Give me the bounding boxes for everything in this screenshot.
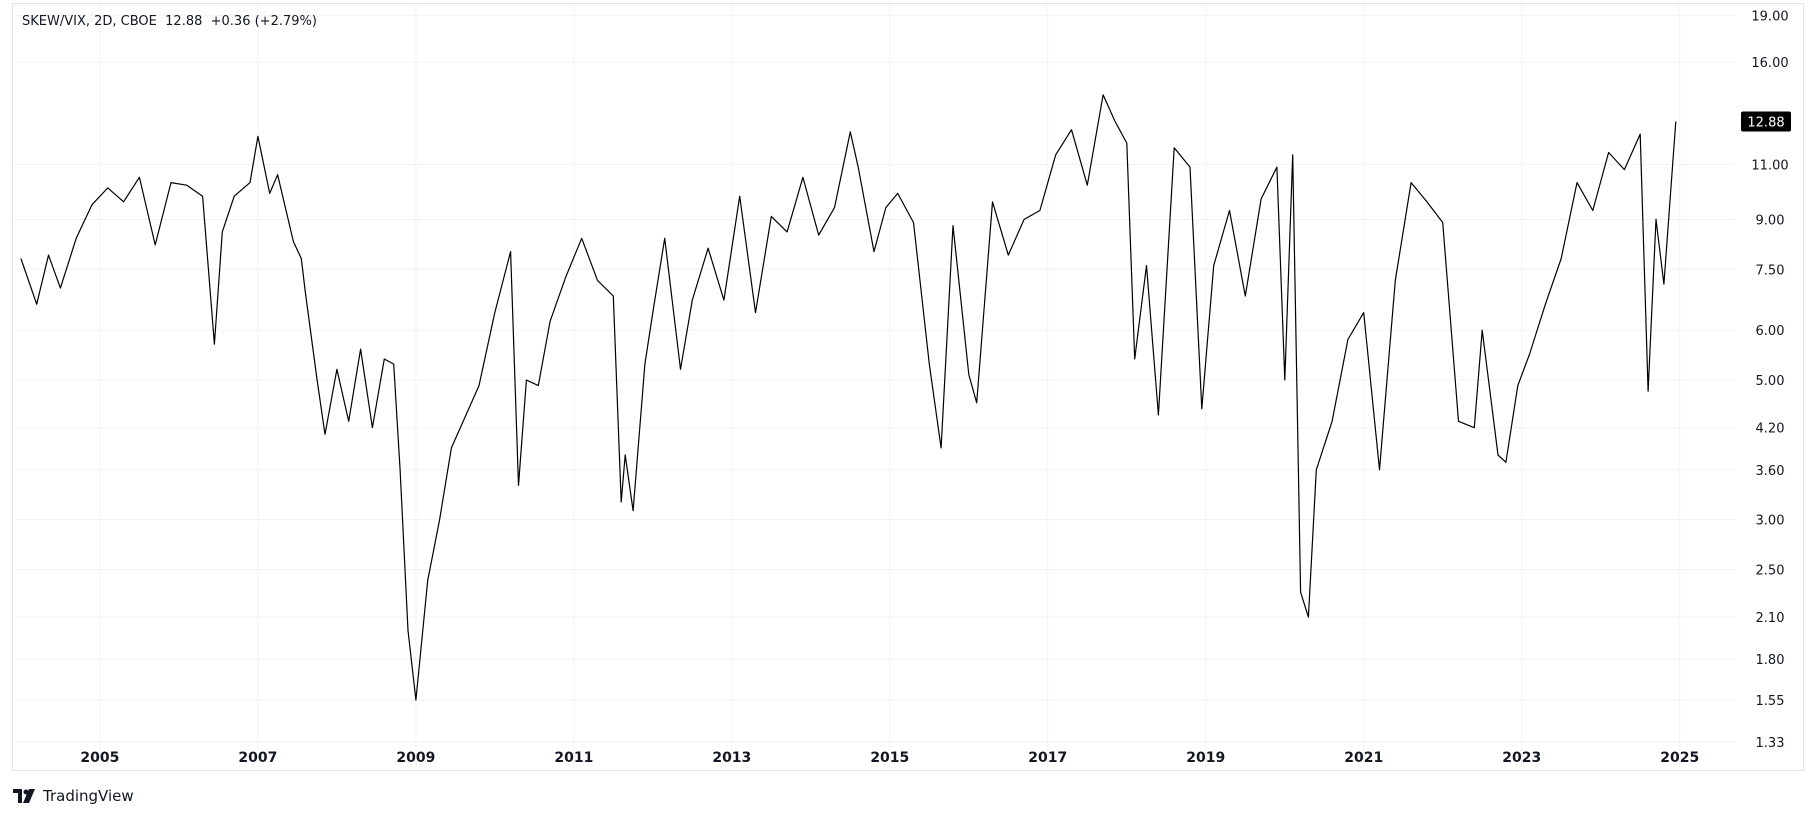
last-price-label-group: 12.88 xyxy=(1741,111,1791,132)
y-tick-label: 6.00 xyxy=(1756,324,1785,339)
chart-grid xyxy=(13,4,1735,770)
series-group xyxy=(20,94,1677,701)
y-tick-label: 1.80 xyxy=(1756,653,1785,668)
y-tick-label: 5.00 xyxy=(1756,374,1785,389)
y-tick-label: 4.20 xyxy=(1756,422,1785,437)
legend-symbol: SKEW/VIX, 2D, CBOE xyxy=(22,14,157,29)
y-tick-label: 19.00 xyxy=(1751,9,1788,24)
tradingview-logo-icon xyxy=(13,789,35,803)
x-tick-label: 2011 xyxy=(554,750,593,766)
x-tick-label: 2023 xyxy=(1502,750,1541,766)
y-tick-label: 9.00 xyxy=(1756,213,1785,228)
y-tick-label: 3.00 xyxy=(1756,514,1785,529)
tradingview-logo[interactable]: TradingView xyxy=(13,786,134,806)
y-tick-label: 1.33 xyxy=(1756,736,1785,751)
y-tick-label: 3.60 xyxy=(1756,464,1785,479)
y-tick-label: 1.55 xyxy=(1756,694,1785,709)
chart-pane[interactable] xyxy=(12,3,1804,771)
y-tick-label: 2.50 xyxy=(1756,563,1785,578)
y-tick-label: 2.10 xyxy=(1756,611,1785,626)
last-price-label-bg xyxy=(1741,111,1791,132)
x-tick-label: 2021 xyxy=(1344,750,1383,766)
y-tick-label: 11.00 xyxy=(1751,159,1788,174)
price-axis: 19.00 16.00 11.00 9.00 7.50 6.00 5.00 4.20 3.60 3… xyxy=(1751,9,1788,751)
legend-change: +0.36 (+2.79%) xyxy=(210,14,317,29)
x-tick-label: 2013 xyxy=(712,750,751,766)
legend-last-value: 12.88 xyxy=(165,14,203,29)
tradingview-logo-text: TradingView xyxy=(43,787,134,805)
last-price-label: 12.88 xyxy=(1747,115,1784,130)
x-tick-label: 2019 xyxy=(1186,750,1225,766)
x-tick-label: 2025 xyxy=(1660,750,1699,766)
x-tick-label: 2005 xyxy=(80,750,119,766)
y-tick-label: 7.50 xyxy=(1756,263,1785,278)
y-tick-label: 16.00 xyxy=(1751,56,1788,71)
time-axis: 2005 2007 2009 2011 2013 2015 2017 2019 2021 2023… xyxy=(80,750,1699,766)
series-line xyxy=(20,94,1677,701)
x-tick-label: 2015 xyxy=(870,750,909,766)
x-tick-label: 2009 xyxy=(396,750,435,766)
x-tick-label: 2007 xyxy=(238,750,277,766)
x-tick-label: 2017 xyxy=(1028,750,1067,766)
symbol-legend: SKEW/VIX, 2D, CBOE 12.88 +0.36 (+2.79%) xyxy=(22,14,317,29)
